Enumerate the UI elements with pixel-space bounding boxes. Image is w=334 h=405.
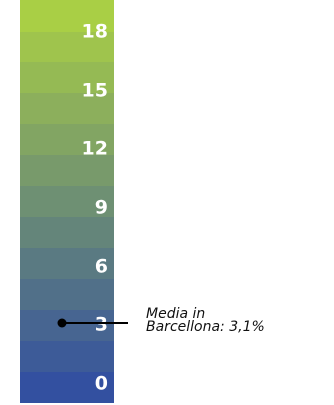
annotation-line-2: Barcellona: 3,1% xyxy=(146,319,265,336)
scale-band xyxy=(20,309,114,341)
marker-annotation: Media in Barcellona: 3,1% xyxy=(146,306,265,336)
annotation-line-1: Media in xyxy=(146,306,206,323)
scale-band xyxy=(20,30,114,63)
scale-band xyxy=(20,278,114,310)
scale-band xyxy=(20,154,114,187)
tick-label: 9 xyxy=(94,196,108,219)
marker-connector-line xyxy=(62,322,128,325)
color-scale-bar: 18 15 12 9 6 3 0 xyxy=(20,0,114,403)
tick-label: 15 xyxy=(81,79,108,102)
scale-band xyxy=(20,247,114,279)
scale-band xyxy=(20,216,114,248)
marker-dot xyxy=(57,318,67,328)
scale-band xyxy=(20,185,114,218)
tick-label: 12 xyxy=(81,137,108,160)
scale-band xyxy=(20,92,114,125)
scale-band xyxy=(20,340,114,372)
tick-label: 3 xyxy=(94,313,108,336)
scale-band xyxy=(20,123,114,156)
scale-band xyxy=(20,0,114,32)
tick-label: 0 xyxy=(94,372,108,395)
scale-band xyxy=(20,61,114,94)
scale-band xyxy=(20,371,114,403)
tick-label: 18 xyxy=(81,20,108,43)
tick-label: 6 xyxy=(94,255,108,278)
